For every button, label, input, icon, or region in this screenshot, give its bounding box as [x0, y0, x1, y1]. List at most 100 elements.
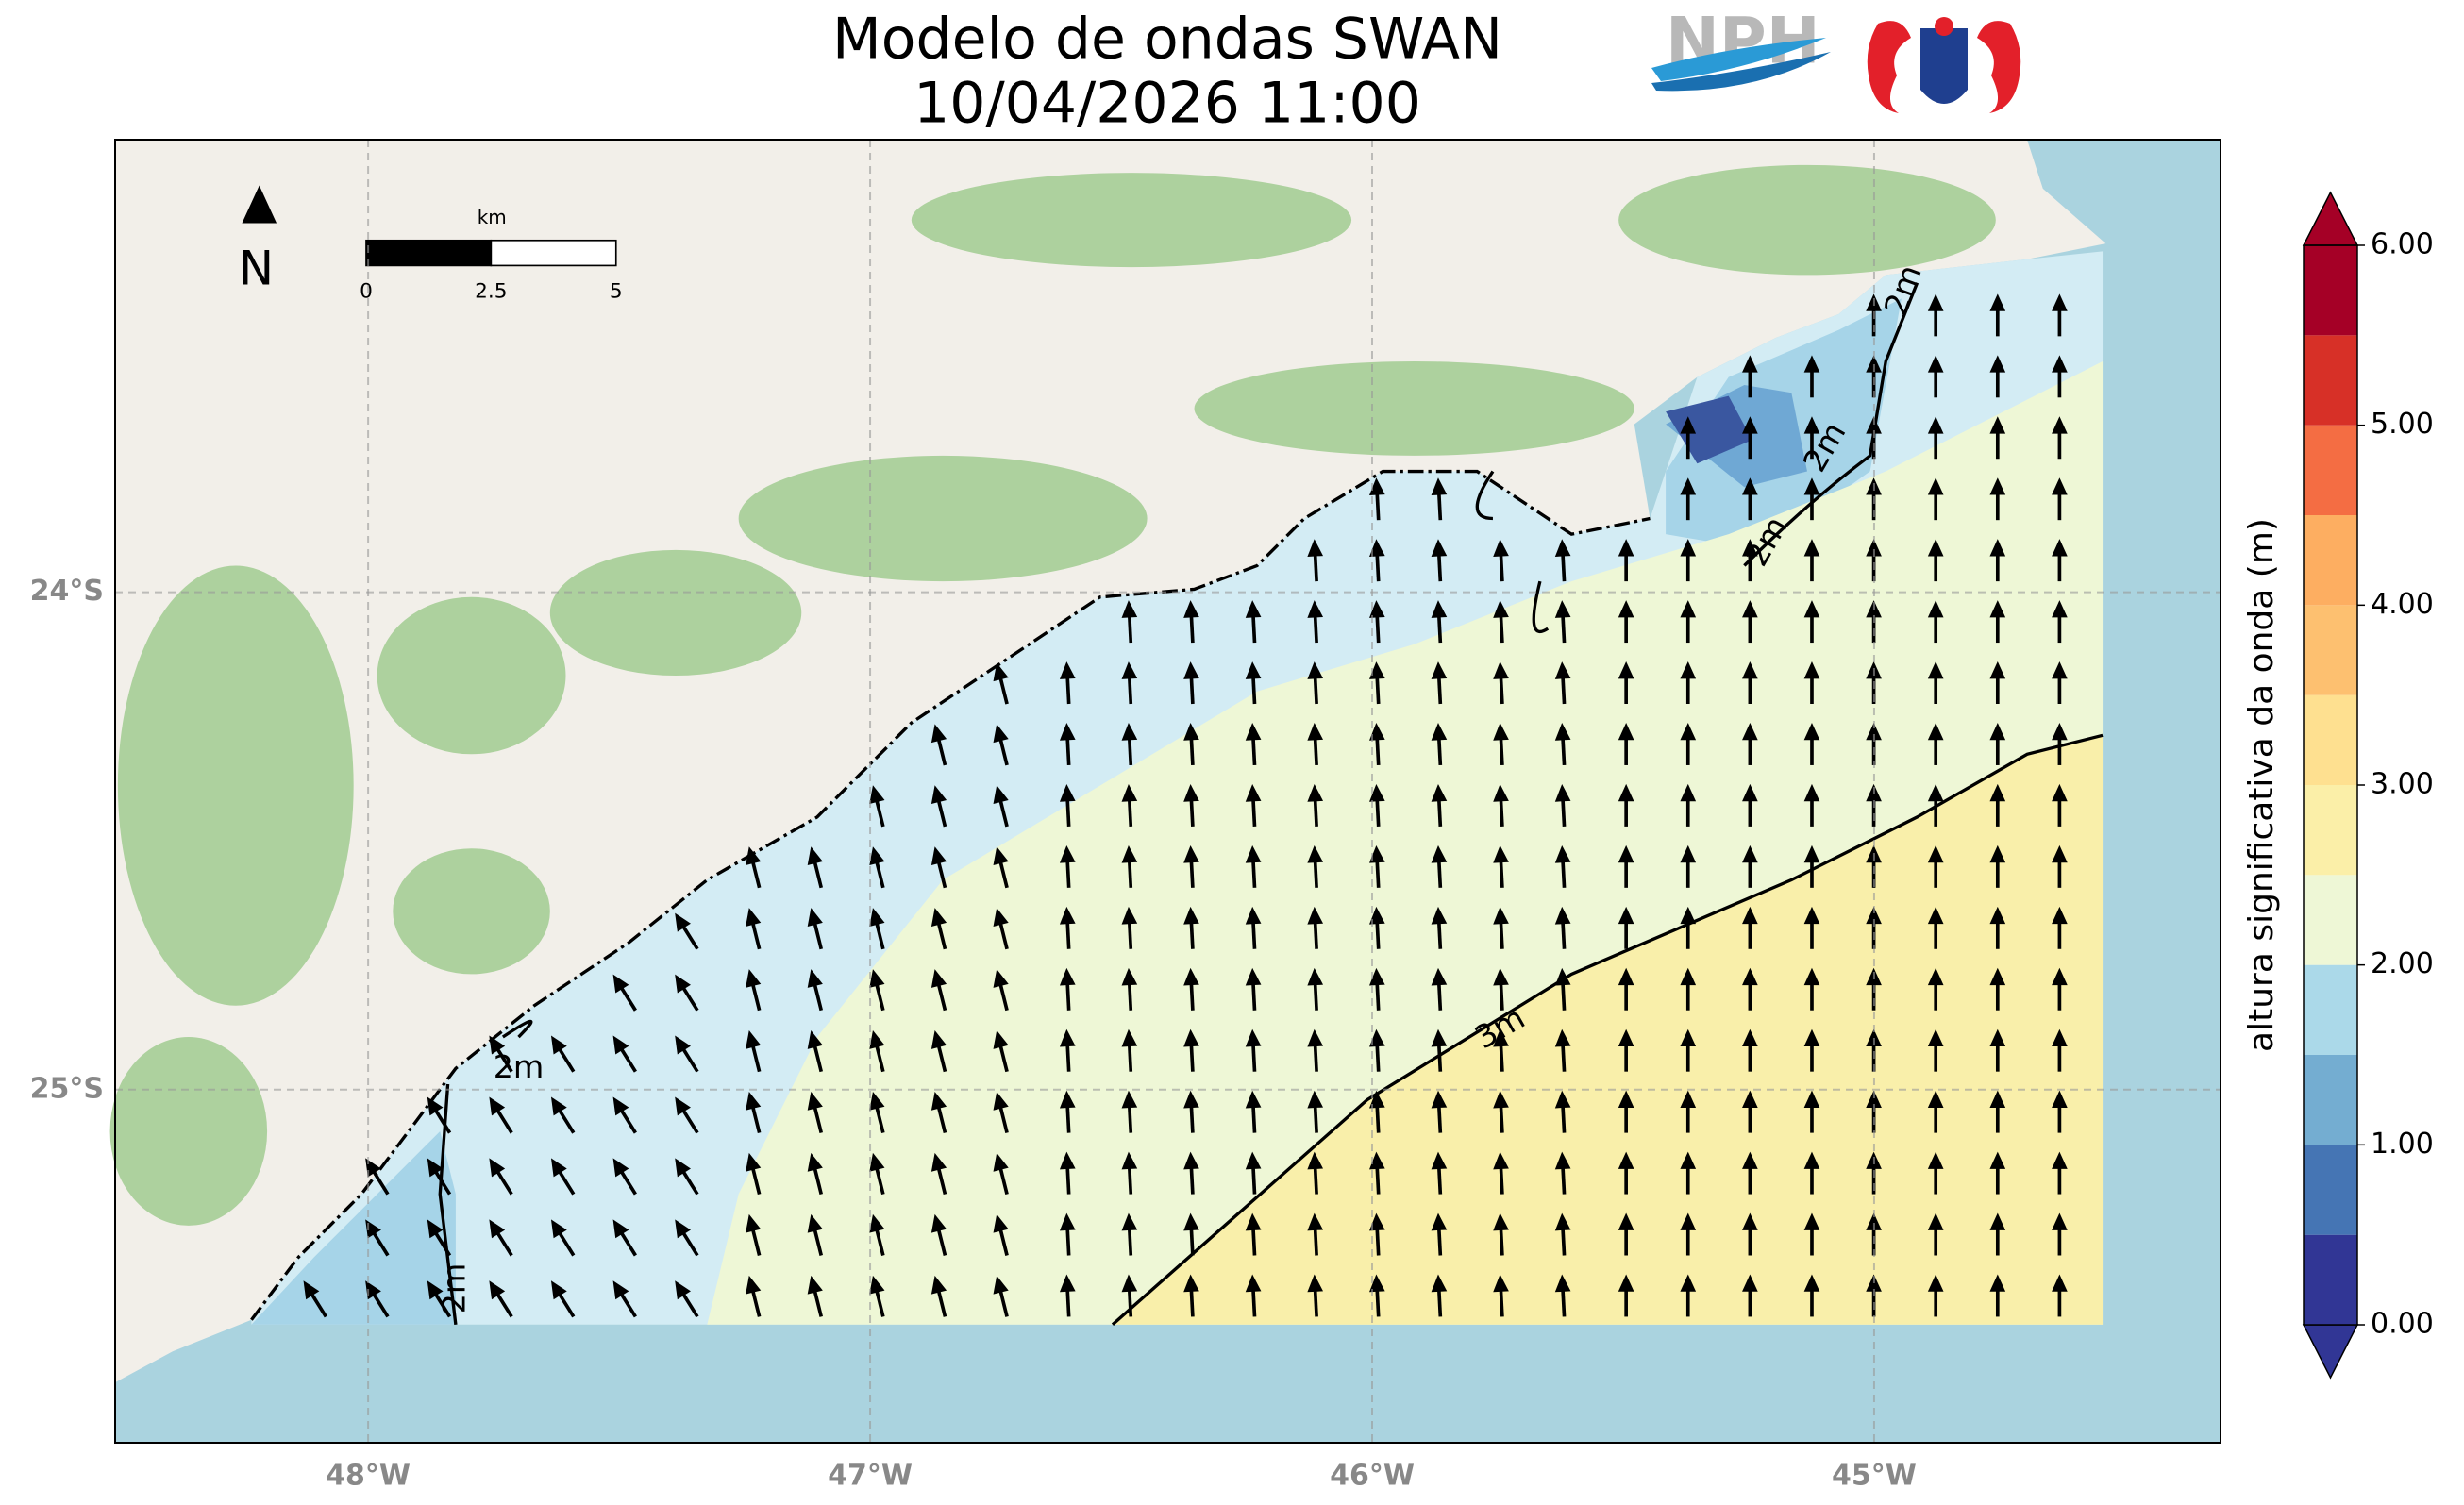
colorbar-band: [2304, 785, 2357, 876]
arrow-head: [1245, 661, 1262, 679]
arrow-head: [930, 1152, 947, 1172]
arrow-head: [1493, 1212, 1509, 1231]
arrow-shaft: [1561, 859, 1567, 888]
arrow-shaft: [1375, 1165, 1381, 1195]
arrow-head: [1059, 844, 1076, 863]
arrow-head: [1493, 600, 1509, 618]
arrow-head: [1680, 1151, 1697, 1169]
wave-arrow: [1493, 844, 1509, 888]
wave-arrow: [1369, 844, 1385, 888]
arrow-shaft: [1313, 675, 1318, 705]
wave-arrow: [365, 1219, 390, 1257]
wave-arrow: [1989, 906, 2006, 949]
arrow-head: [869, 908, 885, 927]
wave-arrow: [1989, 293, 2006, 337]
arrow-shaft: [1313, 1043, 1318, 1072]
arrow-head: [1493, 1028, 1509, 1047]
arrow-shaft: [680, 985, 699, 1012]
arrow-head: [550, 1096, 567, 1116]
arrow-head: [930, 785, 947, 805]
arrow-head: [550, 1158, 567, 1178]
wave-arrow: [1742, 906, 1758, 949]
wave-arrow: [1742, 1274, 1758, 1317]
arrow-head: [1307, 539, 1324, 557]
wave-arrow: [1245, 1028, 1262, 1072]
arrow-shaft: [1436, 797, 1443, 827]
arrow-shaft: [1313, 553, 1318, 582]
arrow-head: [1618, 1028, 1634, 1047]
wave-arrow: [1927, 967, 1944, 1011]
wave-arrow: [2052, 1151, 2068, 1195]
arrow-head: [993, 1275, 1009, 1295]
wave-arrow: [1618, 722, 1634, 765]
arrow-head: [1554, 1090, 1571, 1109]
wave-arrow: [550, 1219, 576, 1257]
arrow-head: [675, 974, 691, 994]
arrow-shaft: [680, 1108, 699, 1134]
arrow-head: [746, 1213, 762, 1233]
arrow-shaft: [1375, 736, 1381, 766]
arrow-shaft: [998, 737, 1009, 766]
arrow-head: [1183, 1274, 1199, 1293]
contour-label: 2m: [494, 1048, 545, 1085]
wave-arrow: [1059, 906, 1076, 949]
wave-arrow: [1431, 1028, 1448, 1072]
arrow-head: [993, 1091, 1009, 1111]
x-tick-label: 47°W: [828, 1460, 913, 1493]
arrow-shaft: [1375, 1104, 1381, 1133]
wave-arrow: [1989, 1028, 2006, 1072]
wave-arrow: [489, 1158, 513, 1196]
arrow-head: [1245, 783, 1262, 802]
arrow-shaft: [618, 1046, 637, 1073]
wave-arrow: [1493, 906, 1509, 949]
wave-arrow: [1121, 1212, 1138, 1256]
arrow-head: [1927, 661, 1944, 679]
wave-arrow: [1554, 906, 1571, 949]
arrow-head: [675, 1219, 691, 1239]
arrow-head: [365, 1280, 381, 1300]
arrow-head: [807, 1091, 823, 1111]
wave-arrow: [1927, 539, 1944, 582]
arrow-head: [1618, 1090, 1634, 1108]
wave-arrow: [930, 1275, 947, 1317]
arrow-head: [1183, 844, 1199, 863]
wave-arrow: [1431, 539, 1448, 582]
wave-arrow: [1059, 1151, 1076, 1195]
wave-arrow: [1245, 783, 1262, 827]
arrow-head: [1431, 600, 1448, 618]
wave-arrow: [489, 1096, 513, 1134]
wave-arrow: [807, 1152, 824, 1195]
arrow-head: [1742, 1274, 1758, 1292]
arrow-head: [1742, 1212, 1758, 1230]
arrow-head: [930, 1275, 947, 1295]
arrow-head: [930, 724, 947, 744]
arrow-head: [1554, 539, 1571, 557]
arrow-head: [1742, 906, 1758, 925]
wave-arrow: [1680, 600, 1697, 644]
wave-arrow: [1742, 1212, 1758, 1256]
arrow-shaft: [1189, 1165, 1195, 1195]
wave-arrow: [1245, 661, 1262, 705]
arrow-shaft: [1561, 736, 1567, 766]
wave-arrow: [1307, 1274, 1324, 1317]
colorbar-extend-low: [2302, 1324, 2359, 1380]
wave-arrow: [1618, 600, 1634, 644]
wave-arrow: [1493, 1028, 1509, 1072]
arrow-head: [1803, 1212, 1820, 1230]
wave-arrow: [1742, 539, 1758, 582]
colorbar-band: [2304, 875, 2357, 965]
arrow-head: [1927, 1212, 1944, 1230]
wave-arrow: [746, 1213, 762, 1256]
wave-arrow: [1493, 539, 1509, 582]
arrow-head: [1121, 1212, 1138, 1231]
wave-arrow: [807, 1213, 824, 1256]
arrow-head: [1369, 723, 1385, 741]
wave-arrow: [1059, 723, 1076, 766]
wave-arrow: [1245, 1212, 1262, 1256]
arrow-shaft: [936, 860, 947, 889]
wave-arrow: [1121, 967, 1138, 1011]
wave-arrow: [1554, 1212, 1571, 1256]
arrow-head: [1369, 477, 1385, 496]
arrow-shaft: [1375, 981, 1381, 1011]
colorbar-extend-high: [2302, 191, 2359, 246]
